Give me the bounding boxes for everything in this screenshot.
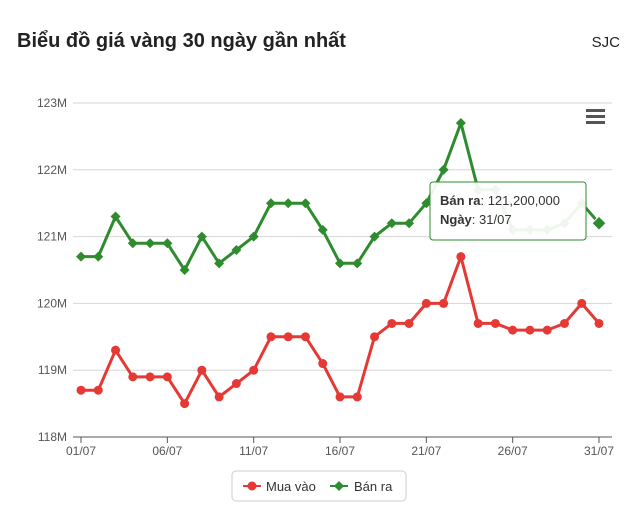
sell-point <box>145 238 156 249</box>
x-tick-label: 31/07 <box>584 444 614 458</box>
sell-point <box>352 258 363 269</box>
sell-point <box>214 258 225 269</box>
legend: Mua vào Bán ra <box>231 470 407 502</box>
menu-icon[interactable] <box>586 109 605 124</box>
grid-lines <box>73 102 612 438</box>
buy-point <box>93 385 103 395</box>
buy-point <box>249 365 259 375</box>
legend-label-sell: Bán ra <box>354 479 393 494</box>
x-tick-label: 06/07 <box>152 444 182 458</box>
buy-point <box>318 359 328 369</box>
sell-point <box>265 198 276 209</box>
legend-item-sell[interactable]: Bán ra <box>330 479 393 494</box>
buy-point <box>352 392 362 402</box>
x-tick-label: 21/07 <box>411 444 441 458</box>
buy-point <box>162 372 172 382</box>
source-label: SJC <box>591 34 620 51</box>
sell-point <box>196 231 207 242</box>
sell-point <box>76 251 86 262</box>
tooltip-value: 121,200,000 <box>488 193 560 208</box>
x-axis: 01/07 06/07 11/07 16/07 21/07 26/07 31/07 <box>66 437 614 458</box>
legend-label-buy: Mua vào <box>266 479 316 494</box>
buy-point <box>111 345 121 355</box>
hovered-point <box>591 215 607 231</box>
sell-point <box>455 118 466 129</box>
y-tick-label: 121M <box>37 230 67 244</box>
sell-point <box>162 238 173 249</box>
buy-point <box>404 318 414 328</box>
y-axis: 118M 119M 120M 121M 122M 123M <box>37 96 67 444</box>
buy-series-line <box>81 255 601 406</box>
buy-point <box>283 332 293 342</box>
buy-point <box>490 318 500 328</box>
sell-point <box>438 164 449 175</box>
sell-point <box>335 258 345 269</box>
sell-point <box>421 198 432 209</box>
sell-point <box>231 244 242 255</box>
buy-point <box>300 332 310 342</box>
sell-point <box>110 211 121 222</box>
buy-point <box>508 325 518 335</box>
series-layer <box>76 118 607 409</box>
buy-point <box>76 385 86 395</box>
x-tick-label: 01/07 <box>66 444 96 458</box>
sell-point <box>317 224 328 235</box>
buy-point <box>456 252 466 262</box>
buy-point <box>439 298 449 308</box>
x-tick-label: 26/07 <box>498 444 528 458</box>
sell-point <box>386 218 397 229</box>
y-tick-label: 122M <box>37 163 67 177</box>
sell-point <box>283 198 294 209</box>
y-tick-label: 118M <box>38 430 67 444</box>
buy-point <box>145 372 155 382</box>
buy-point <box>180 399 190 409</box>
tooltip-date: 31/07 <box>479 212 512 227</box>
x-tick-label: 11/07 <box>239 444 268 458</box>
sell-point <box>248 231 259 242</box>
tooltip: Bán ra: 121,200,000 Ngày: 31/07 <box>429 181 587 241</box>
buy-point <box>542 325 552 335</box>
svg-text:Bán ra: 121,200,000: Bán ra: 121,200,000 <box>440 193 560 208</box>
sell-point <box>404 218 415 229</box>
buy-point <box>577 298 587 308</box>
svg-text:Ngày: 31/07: Ngày: 31/07 <box>440 212 512 227</box>
chart-title: Biểu đồ giá vàng 30 ngày gần nhất <box>17 30 346 52</box>
buy-point <box>525 325 535 335</box>
y-tick-label: 120M <box>37 296 67 310</box>
sell-point <box>93 251 104 262</box>
buy-point <box>231 379 241 389</box>
buy-point <box>594 318 604 328</box>
buy-point <box>266 332 276 342</box>
buy-point <box>387 318 397 328</box>
tooltip-date-label: Ngày <box>440 212 473 227</box>
buy-point <box>335 392 345 402</box>
buy-point <box>128 372 138 382</box>
sell-point <box>179 265 190 275</box>
y-tick-label: 123M <box>37 96 67 110</box>
buy-point <box>214 392 224 402</box>
buy-point <box>421 298 431 308</box>
sell-point <box>127 238 138 249</box>
legend-item-buy[interactable]: Mua vào <box>243 479 316 494</box>
sell-point <box>369 231 380 242</box>
buy-point <box>370 332 380 342</box>
x-tick-label: 16/07 <box>325 444 355 458</box>
buy-point <box>197 365 207 375</box>
y-tick-label: 119M <box>38 363 67 377</box>
tooltip-sell-label: Bán ra <box>440 193 481 208</box>
buy-point <box>559 318 569 328</box>
sell-point <box>300 198 311 209</box>
buy-point <box>473 318 483 328</box>
